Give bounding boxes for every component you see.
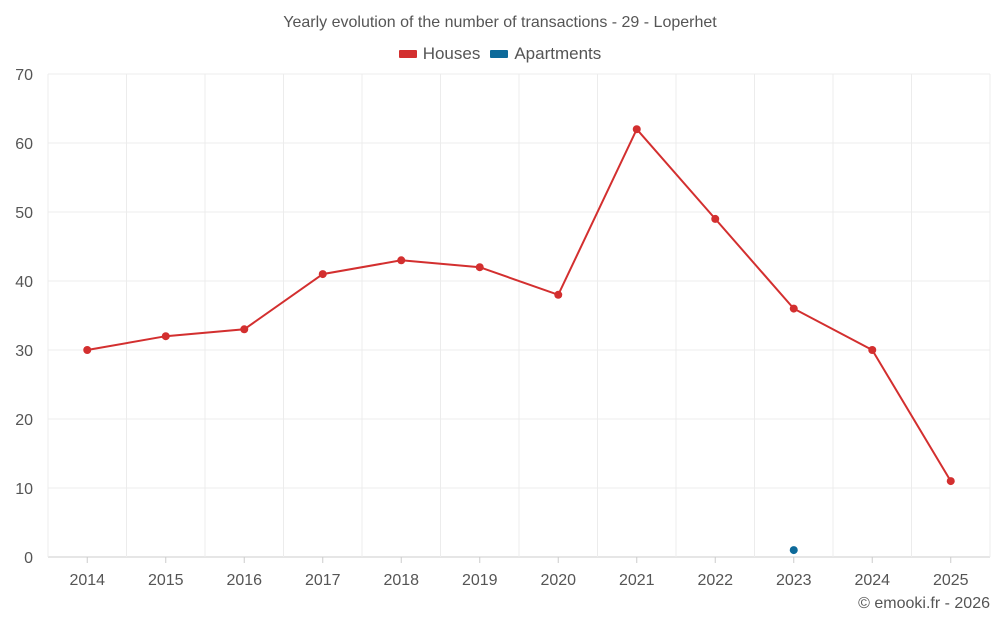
grid bbox=[47, 73, 991, 558]
series-line-houses bbox=[87, 127, 952, 482]
x-tick-label: 2014 bbox=[69, 572, 105, 589]
x-tick-label: 2021 bbox=[619, 572, 655, 589]
y-tick-label: 50 bbox=[15, 205, 33, 222]
axes: 0 10 20 30 40 50 60 70 2014 2015 2016 2017 2018 2019 2… bbox=[15, 67, 968, 589]
x-tick-label: 2022 bbox=[697, 572, 733, 589]
y-tick-label: 30 bbox=[15, 343, 33, 360]
x-tick-label: 2023 bbox=[776, 572, 812, 589]
data-point-houses[interactable] bbox=[711, 214, 720, 223]
data-point-houses[interactable] bbox=[161, 332, 170, 341]
x-tick-label: 2015 bbox=[148, 572, 184, 589]
chart-title: Yearly evolution of the number of transa… bbox=[283, 14, 717, 31]
legend: Houses Apartments bbox=[0, 44, 1000, 64]
legend-swatch-houses bbox=[398, 50, 417, 58]
x-tick-label: 2017 bbox=[305, 572, 341, 589]
data-point-houses[interactable] bbox=[946, 477, 955, 486]
series-group bbox=[83, 125, 955, 555]
data-point-apartments[interactable] bbox=[789, 546, 798, 555]
credit-text: © emooki.fr - 2026 bbox=[858, 595, 990, 612]
data-point-houses[interactable] bbox=[240, 325, 249, 334]
data-point-houses[interactable] bbox=[554, 290, 563, 299]
y-tick-label: 10 bbox=[15, 481, 33, 498]
x-tick-label: 2020 bbox=[540, 572, 576, 589]
legend-label-houses: Houses bbox=[422, 44, 481, 63]
y-tick-label: 0 bbox=[24, 550, 33, 567]
data-point-houses[interactable] bbox=[789, 304, 798, 313]
y-tick-label: 40 bbox=[15, 274, 33, 291]
x-tick-label: 2018 bbox=[383, 572, 419, 589]
data-point-houses[interactable] bbox=[83, 346, 92, 354]
legend-label-apartments: Apartments bbox=[514, 44, 602, 63]
y-tick-label: 70 bbox=[15, 67, 33, 84]
legend-swatch-apartments bbox=[490, 50, 509, 58]
x-tick-label: 2024 bbox=[854, 572, 890, 589]
data-point-houses[interactable] bbox=[632, 125, 641, 134]
data-point-houses[interactable] bbox=[397, 256, 406, 265]
data-point-houses[interactable] bbox=[868, 346, 877, 354]
legend-item-houses[interactable]: Houses bbox=[398, 44, 481, 64]
y-tick-label: 60 bbox=[15, 136, 33, 153]
y-tick-label: 20 bbox=[15, 412, 33, 429]
data-point-houses[interactable] bbox=[475, 263, 484, 272]
x-tick-label: 2025 bbox=[933, 572, 969, 589]
x-tick-label: 2016 bbox=[226, 572, 262, 589]
legend-item-apartments[interactable]: Apartments bbox=[490, 44, 601, 64]
data-point-houses[interactable] bbox=[318, 270, 327, 279]
x-tick-label: 2019 bbox=[462, 572, 498, 589]
